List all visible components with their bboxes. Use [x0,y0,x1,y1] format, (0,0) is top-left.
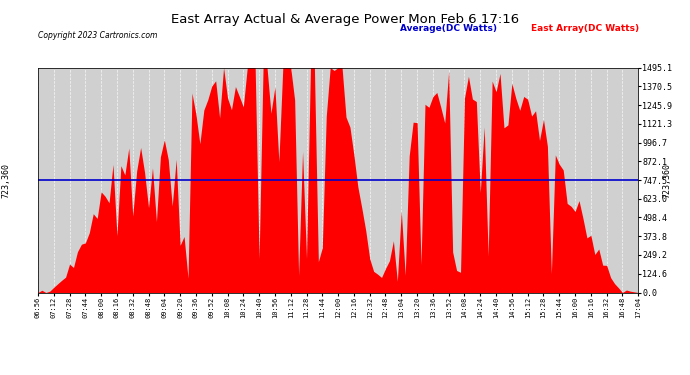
Text: East Array(DC Watts): East Array(DC Watts) [531,24,640,33]
Text: 723,360: 723,360 [2,162,11,198]
Text: Copyright 2023 Cartronics.com: Copyright 2023 Cartronics.com [38,32,157,40]
Text: Average(DC Watts): Average(DC Watts) [400,24,497,33]
Text: East Array Actual & Average Power Mon Feb 6 17:16: East Array Actual & Average Power Mon Fe… [171,13,519,26]
Text: 723,360: 723,360 [662,162,671,198]
